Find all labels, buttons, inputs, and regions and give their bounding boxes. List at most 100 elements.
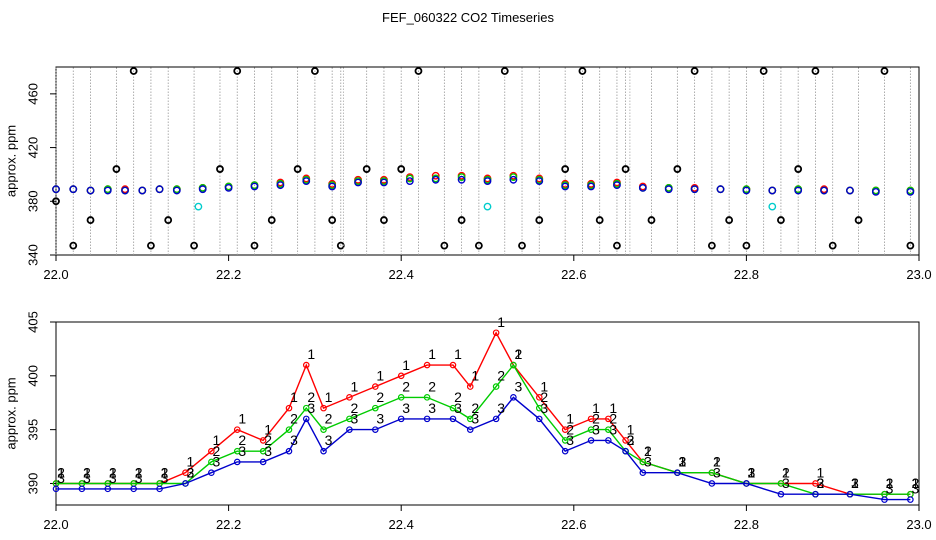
series-0-label-1: 1: [83, 464, 91, 480]
series-2-label-31: 3: [851, 475, 859, 491]
y-tick-label-3: 460: [25, 83, 40, 105]
figure-title: FEF_060322 CO2 Timeseries: [382, 10, 554, 25]
series-3-point-0: [52, 197, 60, 206]
series-0-point-6: [208, 447, 215, 455]
series-2-point-17: [466, 426, 474, 433]
series-1-point-29: [777, 480, 785, 487]
series-3-point-9: [233, 67, 242, 75]
series-1-point-18: [457, 173, 466, 182]
series-0-label-33: 1: [911, 475, 919, 491]
series-2-point-11: [320, 447, 327, 455]
series-2-label-2: 3: [109, 470, 117, 486]
series-1-label-19: 2: [514, 346, 522, 362]
series-1-point-12: [346, 415, 353, 423]
series-3-point-8: [216, 165, 224, 173]
series-3-point-1: [69, 241, 78, 250]
series-1-label-32: 2: [886, 475, 894, 491]
series-2-point-28: [743, 480, 750, 487]
series-0-label-3: 1: [135, 464, 143, 480]
series-2-point-3: [130, 485, 137, 493]
y-axis-label: approx. ppm: [3, 377, 18, 449]
series-1-label-21: 2: [566, 421, 574, 437]
series-2-label-27: 3: [713, 464, 721, 480]
series-2-label-23: 3: [609, 421, 617, 437]
series-3-point-10: [250, 241, 259, 250]
series-3-point-25: [535, 216, 544, 224]
series-2-point-29: [777, 490, 785, 498]
series-2-point-17: [431, 175, 440, 184]
series-2-point-2: [86, 186, 95, 195]
series-0-label-22: 1: [592, 400, 600, 416]
series-2-label-18: 3: [497, 400, 505, 416]
series-3-point-11: [267, 216, 276, 224]
series-2-label-9: 3: [290, 432, 298, 448]
series-2-point-19: [510, 394, 517, 401]
series-2-label-5: 3: [187, 464, 195, 480]
series-1-label-27: 2: [713, 454, 721, 470]
series-1-point-25: [639, 458, 647, 466]
series-1-label-14: 2: [402, 378, 410, 394]
series-2-label-10: 3: [307, 400, 315, 416]
series-2-label-24: 3: [627, 432, 635, 448]
series-0-label-10: 1: [307, 346, 315, 362]
series-1-label-18: 2: [497, 368, 505, 384]
series-3-point-6: [164, 216, 173, 224]
x-tick-label-3: 22.6: [561, 517, 586, 532]
x-tick-label-0: 22.0: [43, 267, 68, 282]
series-0-label-18: 1: [497, 314, 505, 330]
series-3-point-27: [578, 67, 587, 75]
series-0-label-23: 1: [609, 400, 617, 416]
series-1-label-7: 2: [238, 432, 246, 448]
x-tick-label-5: 23.0: [906, 517, 931, 532]
series-2-point-31: [846, 490, 854, 498]
series-1-point-8: [259, 447, 267, 455]
series-2-point-23: [605, 437, 612, 444]
series-2-point-32: [820, 186, 828, 195]
series-2-point-6: [208, 469, 215, 477]
series-3-point-13: [310, 67, 319, 75]
series-2-point-7: [172, 186, 181, 195]
y-axis-label: approx. ppm: [3, 125, 18, 197]
series-0-label-27: 1: [713, 454, 721, 470]
series-1-point-16: [405, 174, 414, 183]
series-3-point-33: [690, 67, 699, 75]
series-0-label-12: 1: [351, 378, 359, 394]
series-2-point-9: [224, 183, 233, 192]
series-2-label-26: 3: [678, 454, 686, 470]
series-2-label-32: 3: [886, 481, 894, 497]
series-3-point-14: [328, 216, 337, 224]
series-2-point-29: [742, 186, 751, 195]
series-3-point-24: [518, 241, 526, 250]
series-0-label-2: 1: [109, 464, 117, 480]
series-1-point-9: [285, 426, 293, 433]
series-0-label-19: 1: [514, 346, 522, 362]
series-0-label-15: 1: [428, 346, 436, 362]
series-2-point-10: [302, 415, 310, 423]
series-1-label-20: 2: [540, 389, 548, 405]
series-2-label-4: 3: [161, 470, 169, 486]
x-tick-label-0: 22.0: [43, 517, 68, 532]
series-2-point-31: [794, 186, 803, 195]
x-tick-label-4: 22.8: [734, 267, 759, 282]
plot-frame: [55, 321, 920, 506]
series-2-point-25: [638, 183, 647, 192]
series-2-label-29: 3: [782, 475, 790, 491]
series-1-point-6: [208, 458, 215, 466]
series-1-label-22: 2: [592, 411, 600, 427]
series-3-point-21: [457, 216, 466, 224]
series-2-point-12: [346, 426, 353, 433]
series-4-point-0: [194, 202, 203, 211]
series-2-point-32: [881, 496, 888, 503]
series-2-point-3: [103, 186, 112, 195]
series-1-point-27: [708, 469, 716, 477]
series-1-label-24: 2: [627, 432, 635, 448]
series-3-point-26: [561, 165, 570, 173]
series-0-point-7: [233, 426, 241, 433]
series-0-point-30: [812, 480, 819, 487]
series-1-label-0: 2: [57, 464, 65, 480]
series-0-point-18: [492, 329, 500, 337]
series-0-label-25: 1: [644, 443, 652, 459]
series-3-point-29: [613, 241, 621, 250]
series-2-label-19: 3: [514, 378, 522, 394]
